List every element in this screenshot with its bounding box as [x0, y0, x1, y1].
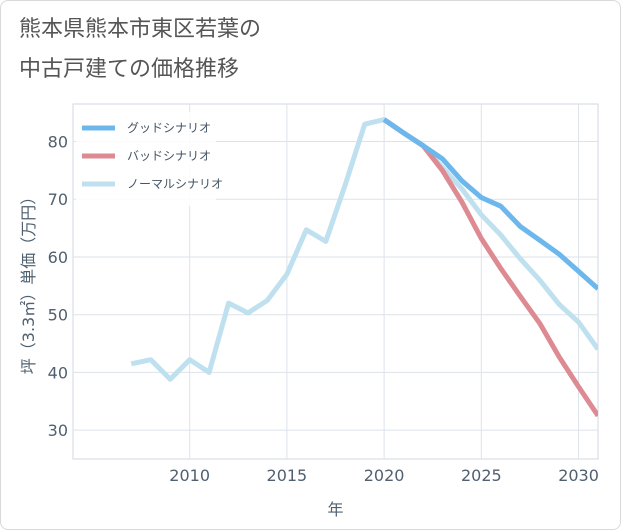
y-tick-label: 30 — [48, 421, 68, 440]
series-line-normal — [130, 117, 598, 382]
x-tick-label: 2015 — [267, 466, 308, 485]
legend-label: バッドシナリオ — [127, 149, 211, 163]
y-tick-label: 70 — [48, 190, 68, 209]
y-tick-label: 60 — [48, 248, 68, 267]
x-tick-label: 2025 — [461, 466, 502, 485]
legend-label: グッドシナリオ — [127, 121, 211, 135]
series-line-bad — [382, 117, 598, 418]
x-tick-label: 2010 — [169, 466, 210, 485]
x-tick-label: 2020 — [364, 466, 405, 485]
plot-frame — [72, 103, 599, 460]
y-tick-label: 80 — [48, 133, 68, 152]
chart-title-line-2: 中古戸建ての価格推移 — [19, 57, 240, 82]
legend-label: ノーマルシナリオ — [127, 177, 223, 191]
x-tick-label: 2030 — [558, 466, 599, 485]
series-line-good — [382, 117, 598, 291]
chart-title-line-1: 熊本県熊本市東区若葉の — [19, 17, 262, 42]
x-axis-title: 年 — [327, 500, 343, 519]
y-axis-title: 坪（3.3㎡）単価（万円） — [19, 189, 38, 374]
y-tick-label: 50 — [48, 306, 68, 325]
y-tick-label: 40 — [48, 363, 68, 382]
